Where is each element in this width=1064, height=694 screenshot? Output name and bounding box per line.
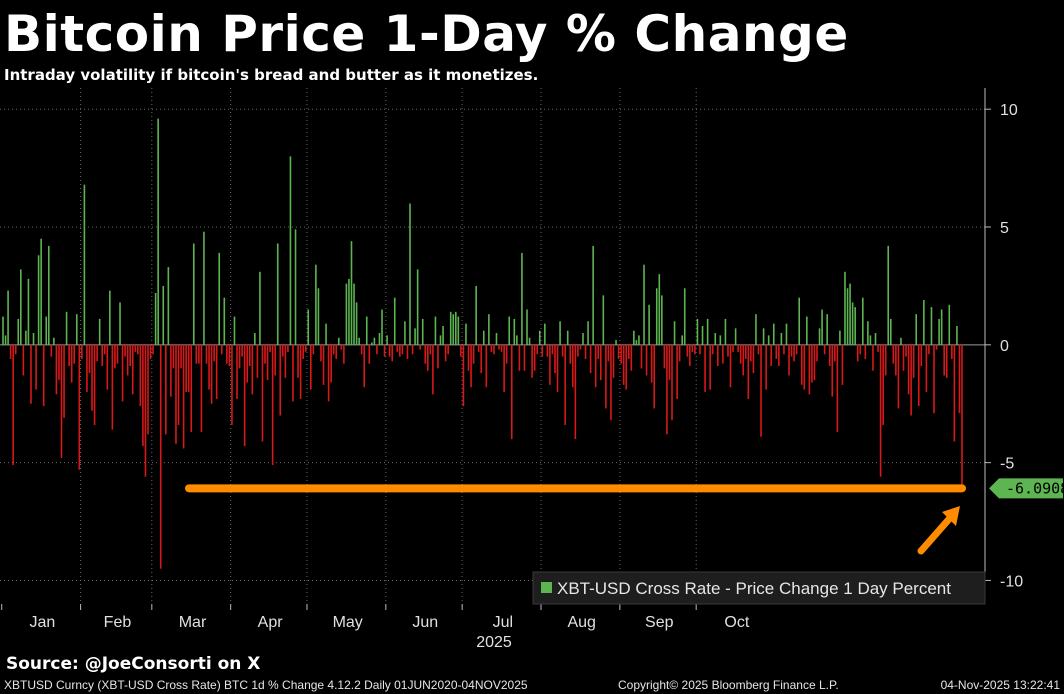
y-tick-label: -10 (1000, 573, 1023, 590)
chart-title: Bitcoin Price 1-Day % Change (4, 5, 849, 63)
annotation-arrow-head (942, 506, 960, 526)
x-tick-label-mar: Mar (179, 614, 207, 631)
annotation (185, 484, 966, 555)
chart-subtitle: Intraday volatility if bitcoin's bread a… (4, 66, 539, 84)
annotation-arrow-shaft (917, 514, 954, 555)
last-value-label: -6.0908 (1006, 479, 1064, 497)
bars (2, 118, 963, 569)
x-tick-label-oct: Oct (724, 614, 749, 631)
footer-copyright: Copyright© 2025 Bloomberg Finance L.P. (618, 678, 839, 692)
y-tick-label: 5 (1000, 220, 1009, 237)
last-value-marker (989, 478, 1063, 499)
x-tick-label-jul: Jul (493, 614, 513, 631)
legend-swatch (541, 582, 552, 593)
x-tick-label-feb: Feb (104, 614, 132, 631)
x-tick-label-sep: Sep (645, 614, 674, 631)
legend: XBT-USD Cross Rate - Price Change 1 Day … (532, 571, 986, 605)
x-tick-label-jan: Jan (30, 614, 56, 631)
x-tick-label-apr: Apr (258, 614, 284, 631)
year-label: 2025 (476, 634, 512, 651)
x-tick-label-may: May (333, 614, 363, 631)
x-tick-label-jun: Jun (412, 614, 438, 631)
y-tick-label: 10 (1000, 102, 1018, 119)
x-tick-label-aug: Aug (567, 614, 595, 631)
source-credit: Source: @JoeConsorti on X (6, 654, 261, 674)
legend-box (532, 571, 986, 605)
y-tick-label: -5 (1000, 456, 1014, 473)
legend-label: XBT-USD Cross Rate - Price Change 1 Day … (557, 579, 951, 598)
footer-timestamp: 04-Nov-2025 13:22:41 (940, 678, 1060, 692)
footer-ticker-info: XBTUSD Curncy (XBT-USD Cross Rate) BTC 1… (4, 678, 528, 692)
last-value-flag: -6.0908 (989, 478, 1064, 499)
y-tick-label: 0 (1000, 338, 1009, 355)
axes: 10 5 0 -5 -10 Jan Feb Mar Apr May Jun Jul Aug Sep Oct (1, 88, 1023, 631)
